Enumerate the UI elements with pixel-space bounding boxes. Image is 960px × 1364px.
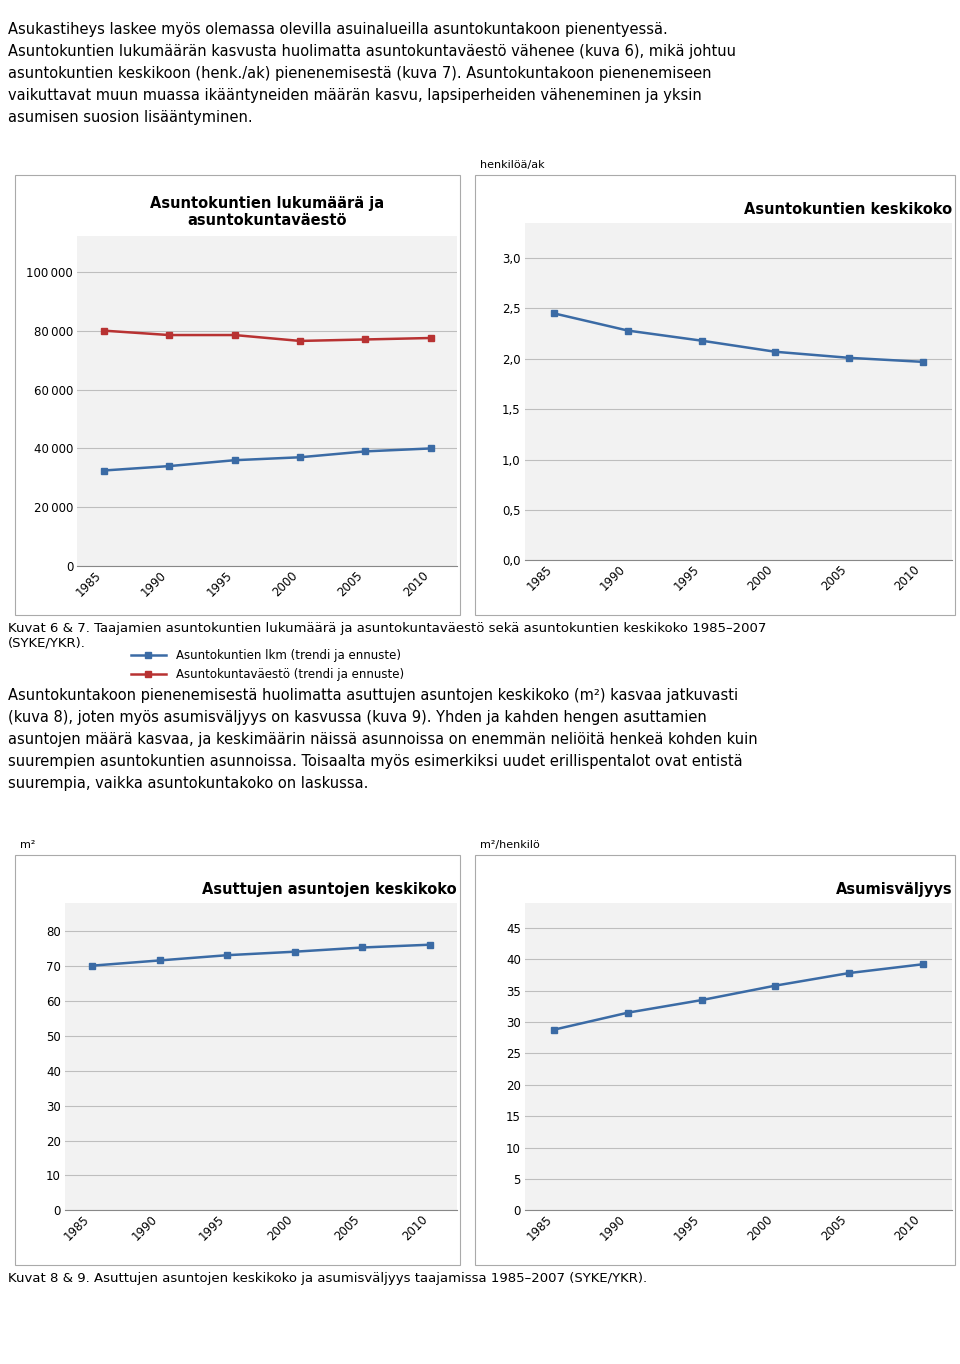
Text: Asumisväljyys: Asumisväljyys — [835, 883, 952, 898]
Text: Kuvat 8 & 9. Asuttujen asuntojen keskikoko ja asumisväljyys taajamissa 1985–2007: Kuvat 8 & 9. Asuttujen asuntojen keskiko… — [8, 1273, 647, 1285]
Text: m²/henkilö: m²/henkilö — [480, 840, 540, 850]
Text: Asuttujen asuntojen keskikoko: Asuttujen asuntojen keskikoko — [203, 883, 457, 898]
Text: henkilöä/ak: henkilöä/ak — [480, 160, 544, 169]
Legend: Asuntokuntien lkm (trendi ja ennuste), Asuntokuntaväestö (trendi ja ennuste): Asuntokuntien lkm (trendi ja ennuste), A… — [126, 645, 408, 686]
Text: Asuntokuntien lukumäärän kasvusta huolimatta asuntokuntaväestö vähenee (kuva 6),: Asuntokuntien lukumäärän kasvusta huolim… — [8, 44, 736, 59]
Text: Asuntokuntakoon pienenemisestä huolimatta asuttujen asuntojen keskikoko (m²) kas: Asuntokuntakoon pienenemisestä huolimatt… — [8, 687, 738, 702]
Text: Asuntokuntien keskikoko: Asuntokuntien keskikoko — [744, 202, 952, 217]
Text: (kuva 8), joten myös asumisväljyys on kasvussa (kuva 9). Yhden ja kahden hengen : (kuva 8), joten myös asumisväljyys on ka… — [8, 711, 707, 726]
Text: asumisen suosion lisääntyminen.: asumisen suosion lisääntyminen. — [8, 110, 252, 125]
Text: suurempia, vaikka asuntokuntakoko on laskussa.: suurempia, vaikka asuntokuntakoko on las… — [8, 776, 369, 791]
Text: asuntojen määrä kasvaa, ja keskimäärin näissä asunnoissa on enemmän neliöitä hen: asuntojen määrä kasvaa, ja keskimäärin n… — [8, 732, 757, 747]
Text: Kuvat 6 & 7. Taajamien asuntokuntien lukumäärä ja asuntokuntaväestö sekä asuntok: Kuvat 6 & 7. Taajamien asuntokuntien luk… — [8, 622, 766, 651]
Text: asuntokuntien keskikoon (henk./ak) pienenemisestä (kuva 7). Asuntokuntakoon pien: asuntokuntien keskikoon (henk./ak) piene… — [8, 65, 711, 80]
Text: vaikuttavat muun muassa ikääntyneiden määrän kasvu, lapsiperheiden väheneminen j: vaikuttavat muun muassa ikääntyneiden mä… — [8, 89, 702, 104]
Text: Asukastiheys laskee myös olemassa olevilla asuinalueilla asuntokuntakoon pienent: Asukastiheys laskee myös olemassa olevil… — [8, 22, 668, 37]
Text: m²: m² — [20, 840, 36, 850]
Title: Asuntokuntien lukumäärä ja
asuntokuntaväestö: Asuntokuntien lukumäärä ja asuntokuntavä… — [150, 196, 384, 228]
Text: suurempien asuntokuntien asunnoissa. Toisaalta myös esimerkiksi uudet erillispen: suurempien asuntokuntien asunnoissa. Toi… — [8, 754, 743, 769]
